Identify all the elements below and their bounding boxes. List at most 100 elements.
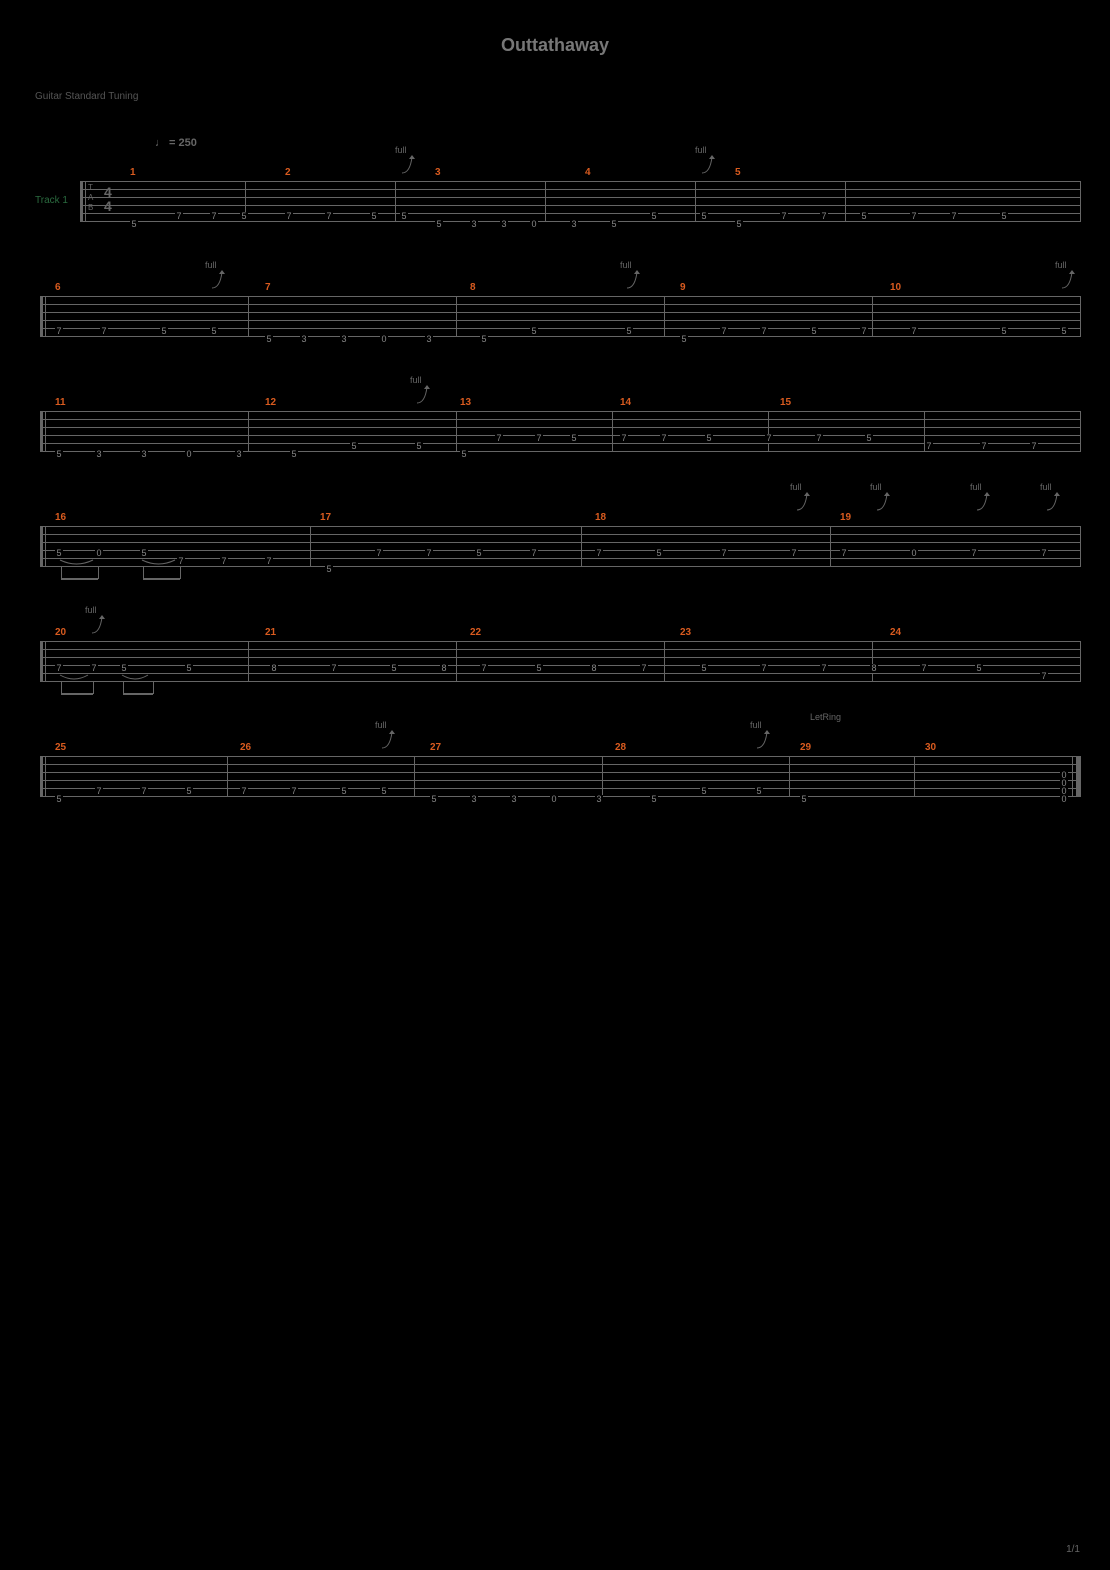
beam — [61, 578, 98, 580]
barline — [1080, 296, 1081, 337]
barline — [545, 181, 546, 222]
fret-number: 7 — [720, 549, 728, 558]
measure-number: 27 — [430, 742, 441, 753]
measure-number: 1 — [130, 167, 136, 178]
measure-number: 9 — [680, 282, 686, 293]
barline — [1080, 181, 1081, 222]
fret-number: 8 — [270, 664, 278, 673]
fret-number: 5 — [700, 787, 708, 796]
fret-number: 0 — [530, 220, 538, 229]
fret-number: 5 — [810, 327, 818, 336]
fret-number: 5 — [700, 212, 708, 221]
fret-number: 7 — [910, 212, 918, 221]
tuning-label: Guitar Standard Tuning — [35, 91, 1110, 102]
fret-number: 5 — [680, 335, 688, 344]
measure-number: 26 — [240, 742, 251, 753]
fret-number: 5 — [735, 220, 743, 229]
fret-number: 5 — [860, 212, 868, 221]
barline — [830, 526, 831, 567]
fret-number: 3 — [470, 220, 478, 229]
fret-number: 7 — [860, 327, 868, 336]
fret-number: 7 — [1030, 442, 1038, 451]
fret-number: 7 — [780, 212, 788, 221]
notation-annotation: full — [790, 482, 802, 492]
fret-number: 5 — [400, 212, 408, 221]
fret-number: 5 — [650, 795, 658, 804]
tab-staff: 1112131415full533035555775775775777 — [40, 397, 1080, 452]
time-signature: 44 — [104, 185, 112, 213]
fret-number: 5 — [120, 664, 128, 673]
notation-annotation: full — [395, 145, 407, 155]
fret-number: 3 — [95, 450, 103, 459]
beam — [61, 693, 93, 695]
fret-number: 5 — [430, 795, 438, 804]
barline — [248, 641, 249, 682]
measure-number: 7 — [265, 282, 271, 293]
fret-number: 7 — [840, 549, 848, 558]
measure-number: 4 — [585, 167, 591, 178]
notation-annotation: LetRing — [810, 712, 841, 722]
tab-staff: TAB4412345fullfull5775775553303555577577… — [80, 167, 1080, 222]
barline — [612, 411, 613, 452]
measure-number: 14 — [620, 397, 631, 408]
barline — [845, 181, 846, 222]
fret-number: 5 — [700, 664, 708, 673]
notation-annotation: full — [695, 145, 707, 155]
fret-number: 7 — [760, 664, 768, 673]
bend-arrow-icon — [625, 270, 643, 290]
fret-number: 7 — [535, 434, 543, 443]
barline — [227, 756, 228, 797]
fret-number: 3 — [570, 220, 578, 229]
measure-number: 20 — [55, 627, 66, 638]
fret-number: 0 — [1060, 795, 1068, 804]
fret-number: 7 — [290, 787, 298, 796]
fret-number: 0 — [95, 549, 103, 558]
fret-number: 7 — [595, 549, 603, 558]
notation-annotation: full — [375, 720, 387, 730]
fret-number: 5 — [480, 335, 488, 344]
fret-number: 0 — [910, 549, 918, 558]
barline — [664, 296, 665, 337]
notation-annotation: full — [410, 375, 422, 385]
bend-arrow-icon — [90, 615, 108, 635]
fret-number: 5 — [460, 450, 468, 459]
barline — [872, 296, 873, 337]
fret-number: 7 — [425, 549, 433, 558]
fret-number: 7 — [480, 664, 488, 673]
measure-number: 8 — [470, 282, 476, 293]
fret-number: 8 — [440, 664, 448, 673]
fret-number: 7 — [495, 434, 503, 443]
barline — [1080, 526, 1081, 567]
fret-number: 5 — [530, 327, 538, 336]
notation-annotation: full — [85, 605, 97, 615]
barline — [602, 756, 603, 797]
measure-number: 6 — [55, 282, 61, 293]
fret-number: 8 — [590, 664, 598, 673]
note-stem — [93, 682, 94, 694]
bend-arrow-icon — [380, 730, 398, 750]
notation-annotation: full — [1040, 482, 1052, 492]
page-number: 1/1 — [1066, 1544, 1080, 1555]
fret-number: 3 — [470, 795, 478, 804]
barline — [1080, 641, 1081, 682]
beam — [143, 578, 180, 580]
bend-arrow-icon — [1060, 270, 1078, 290]
fret-number: 5 — [610, 220, 618, 229]
tempo-mark: = 250 — [155, 137, 1110, 149]
bend-arrow-icon — [755, 730, 773, 750]
barline — [872, 641, 873, 682]
bend-arrow-icon — [415, 385, 433, 405]
notation-annotation: full — [750, 720, 762, 730]
tab-staff: 252627282930fullfullLetRing5775775553303… — [40, 742, 1080, 797]
fret-number: 5 — [755, 787, 763, 796]
bend-arrow-icon — [975, 492, 993, 512]
fret-number: 5 — [535, 664, 543, 673]
measure-number: 11 — [55, 397, 66, 408]
fret-number: 3 — [300, 335, 308, 344]
fret-number: 7 — [820, 212, 828, 221]
fret-number: 5 — [210, 327, 218, 336]
fret-number: 3 — [595, 795, 603, 804]
track-label: Track 1 — [35, 195, 68, 206]
bend-arrow-icon — [1045, 492, 1063, 512]
notation-annotation: full — [970, 482, 982, 492]
